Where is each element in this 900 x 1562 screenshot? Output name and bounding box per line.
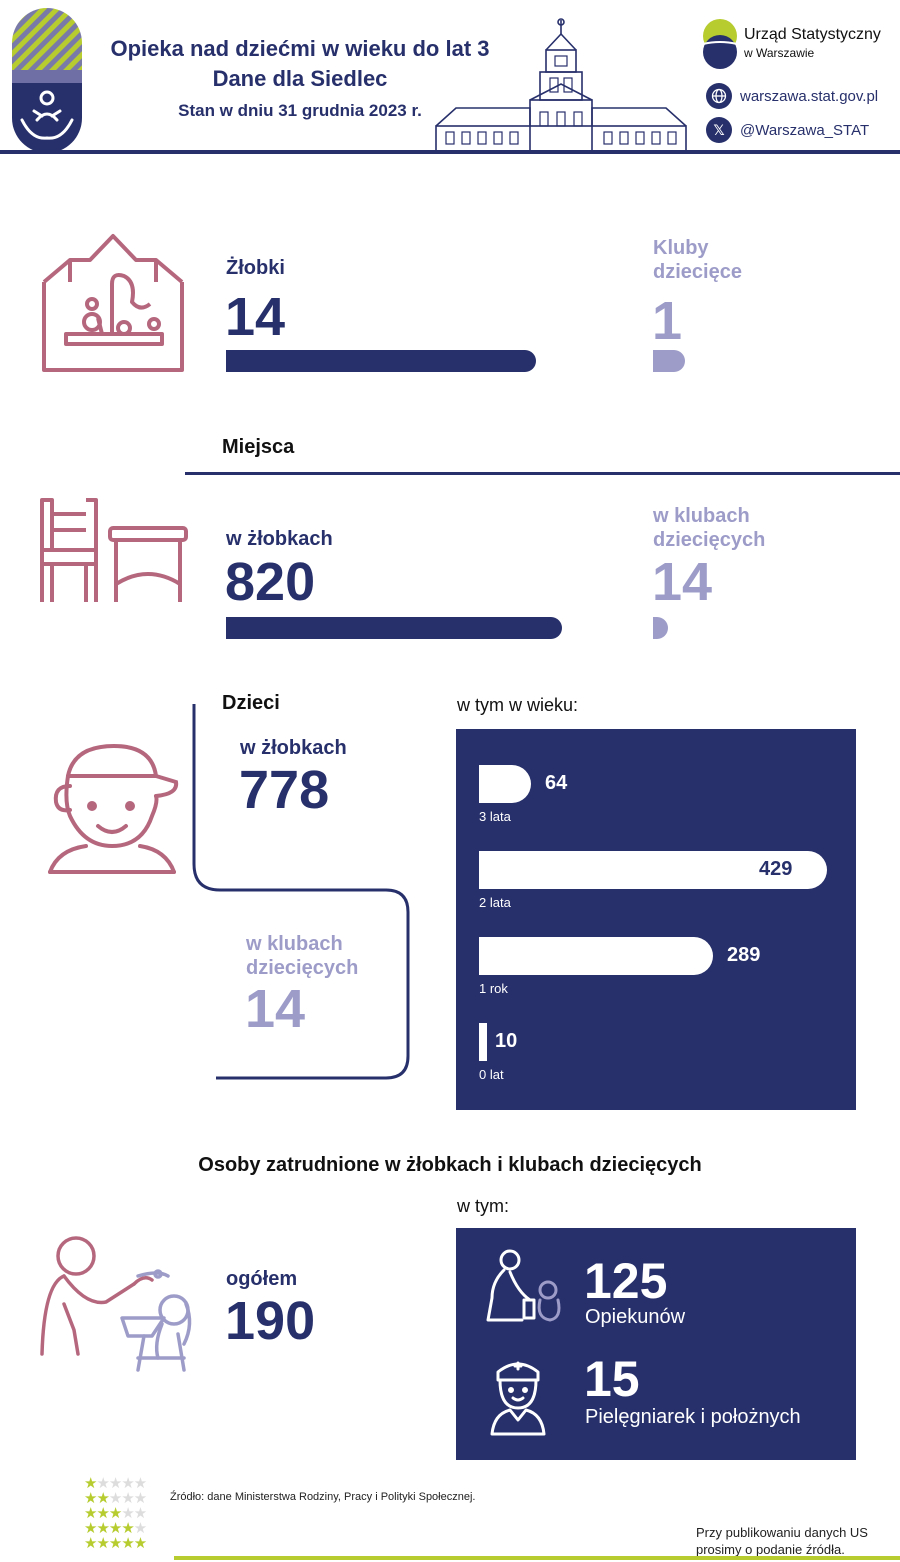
age-bar-label: 1 rok [479, 981, 508, 996]
nursery-house-icon [40, 232, 186, 374]
staff-total-value: 190 [225, 1291, 316, 1351]
children-section-title: Dzieci [222, 692, 280, 714]
places-clubs-bar [653, 617, 668, 639]
places-clubs-label: w klubach dziecięcych [653, 504, 765, 552]
age-chart-panel: 64 3 lata 429 2 lata 289 1 rok 10 0 lat [456, 729, 856, 1110]
places-divider [185, 472, 900, 475]
caregivers-label: Opiekunów [585, 1306, 686, 1328]
header-divider [0, 150, 900, 154]
age-bar-value: 10 [495, 1030, 518, 1052]
source-note: Źródło: dane Ministerstwa Rodziny, Pracy… [170, 1491, 476, 1503]
staff-section-title: Osoby zatrudnione w żłobkach i klubach d… [198, 1154, 702, 1176]
nurseries-value: 14 [225, 287, 286, 347]
age-bar-value: 64 [545, 772, 568, 794]
children-clubs-label-line1: w klubach [246, 933, 343, 955]
header-title-line1: Opieka nad dziećmi w wieku do lat 3 [110, 36, 490, 61]
places-clubs-value: 14 [652, 552, 713, 612]
publish-note: Przy publikowaniu danych US prosimy o po… [696, 1524, 868, 1558]
rating-row-3[interactable]: ★★★★★ [84, 1505, 147, 1522]
child-cap-icon [44, 742, 180, 876]
children-nurseries-value: 778 [239, 760, 330, 820]
rating-stars[interactable]: ★★★★★ ★★★★★ ★★★★★ ★★★★★ ★★★★★ [84, 1476, 168, 1552]
publish-note-line2: prosimy o podanie źródła. [696, 1542, 845, 1557]
age-heading: w tym w wieku: [457, 695, 579, 715]
x-logo-icon: 𝕏 [706, 117, 732, 143]
header-title-line2: Dane dla Siedlec [212, 66, 388, 91]
age-bar-value: 429 [759, 858, 793, 880]
children-clubs-label: w klubach dziecięcych [246, 932, 358, 980]
clubs-label-line2: dziecięce [653, 261, 742, 283]
age-bar-label: 0 lat [479, 1067, 504, 1082]
rating-row-1[interactable]: ★★★★★ [84, 1475, 147, 1492]
places-nurseries-bar [226, 617, 562, 639]
places-nurseries-value: 820 [225, 552, 316, 612]
nurses-value: 15 [584, 1351, 640, 1407]
children-clubs-value: 14 [245, 979, 306, 1039]
children-clubs-label-line2: dziecięcych [246, 957, 359, 979]
age-bar [479, 937, 713, 975]
rating-row-5[interactable]: ★★★★★ [84, 1535, 147, 1552]
staff-breakdown-panel: 125 Opiekunów 15 Pielęgniarek i położnyc… [456, 1228, 856, 1460]
staff-breakdown-heading: w tym: [457, 1196, 509, 1216]
places-clubs-label-line2: dziecięcych [653, 529, 766, 551]
clubs-label: Kluby dziecięce [653, 236, 742, 284]
publish-note-line1: Przy publikowaniu danych US [696, 1525, 868, 1540]
chair-desk-icon [38, 494, 188, 606]
age-bar [479, 1023, 487, 1061]
website-text: warszawa.stat.gov.pl [740, 87, 879, 105]
website-link[interactable]: warszawa.stat.gov.pl [706, 83, 878, 109]
age-bar [479, 765, 531, 803]
nurse-icon [488, 1356, 548, 1436]
age-bar-label: 2 lata [479, 895, 511, 910]
nurses-label: Pielęgniarek i położnych [585, 1406, 801, 1428]
nurseries-label: Żłobki [226, 257, 285, 279]
places-clubs-label-line1: w klubach [653, 505, 750, 527]
header-title: Opieka nad dziećmi w wieku do lat 3 Dane… [90, 34, 510, 94]
clubs-label-line1: Kluby [653, 237, 709, 259]
caregiver-baby-icon [482, 1248, 562, 1324]
age-bar [479, 851, 827, 889]
clubs-bar [653, 350, 685, 372]
org-sub: w Warszawie [744, 46, 815, 60]
header-logo-pill [12, 8, 82, 153]
globe-icon [706, 83, 732, 109]
staff-total-label: ogółem [226, 1268, 298, 1290]
children-connector [190, 704, 414, 1080]
age-bar-value: 289 [727, 944, 761, 966]
caregiver-feeding-icon [34, 1234, 202, 1374]
clubs-value: 1 [652, 291, 683, 351]
twitter-link[interactable]: 𝕏 @Warszawa_STAT [706, 117, 869, 143]
header-subtitle: Stan w dniu 31 grudnia 2023 r. [178, 101, 422, 120]
age-bar-label: 3 lata [479, 809, 511, 824]
rating-widget[interactable]: ★★★★★ ★★★★★ ★★★★★ ★★★★★ ★★★★★ [12, 1474, 172, 1560]
nurseries-bar [226, 350, 536, 372]
rating-row-2[interactable]: ★★★★★ [84, 1490, 147, 1507]
palace-illustration [432, 16, 690, 154]
org-logo: Urząd Statystyczny w Warszawie [700, 14, 890, 74]
places-nurseries-label: w żłobkach [226, 528, 333, 550]
caregivers-value: 125 [584, 1253, 668, 1309]
rating-row-4[interactable]: ★★★★★ [84, 1520, 147, 1537]
places-section-title: Miejsca [222, 436, 295, 458]
org-name: Urząd Statystyczny [744, 26, 881, 43]
children-nurseries-label: w żłobkach [240, 737, 347, 759]
org-logo-icon [702, 19, 738, 69]
footer-divider [174, 1556, 900, 1560]
twitter-handle: @Warszawa_STAT [740, 121, 870, 139]
